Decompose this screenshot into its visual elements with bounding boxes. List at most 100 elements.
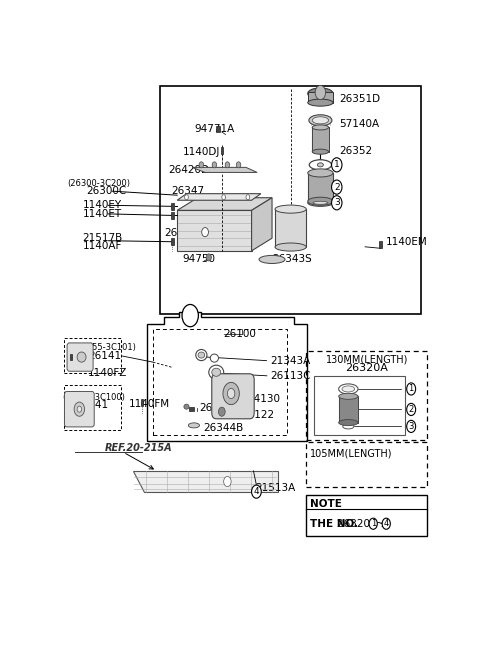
Text: 26141: 26141 [75, 400, 108, 410]
Polygon shape [252, 198, 272, 251]
Circle shape [252, 485, 261, 498]
Text: 26141: 26141 [88, 351, 121, 361]
Bar [189, 407, 194, 411]
Text: 94750: 94750 [183, 254, 216, 265]
Ellipse shape [77, 406, 82, 412]
Text: 4: 4 [253, 487, 259, 496]
Bar [70, 354, 72, 360]
Bar [221, 147, 223, 154]
Circle shape [332, 196, 342, 210]
Bar [275, 209, 306, 247]
Bar [141, 399, 143, 407]
Text: 26343S: 26343S [272, 254, 312, 265]
Text: ~: ~ [375, 517, 385, 530]
Circle shape [185, 194, 188, 200]
Bar [171, 212, 174, 219]
Text: 105MM(LENGTH): 105MM(LENGTH) [310, 448, 393, 458]
Text: 26122: 26122 [241, 410, 275, 420]
Ellipse shape [339, 420, 358, 426]
FancyBboxPatch shape [64, 392, 94, 427]
Bar [379, 241, 382, 248]
Ellipse shape [308, 197, 333, 206]
Text: 1140FM: 1140FM [129, 399, 170, 409]
Circle shape [225, 162, 229, 168]
Ellipse shape [312, 117, 329, 124]
Bar [339, 396, 358, 422]
Text: 26320A :: 26320A : [337, 519, 384, 529]
Ellipse shape [196, 350, 207, 361]
Ellipse shape [209, 365, 224, 379]
FancyBboxPatch shape [212, 374, 254, 419]
Polygon shape [177, 194, 261, 200]
Ellipse shape [317, 163, 324, 167]
Text: 26113C: 26113C [270, 371, 311, 381]
Text: 1140ET: 1140ET [83, 209, 121, 219]
Polygon shape [177, 198, 272, 210]
Text: 3: 3 [408, 422, 414, 431]
Bar [314, 376, 405, 436]
Ellipse shape [309, 160, 332, 170]
Polygon shape [132, 471, 277, 492]
Circle shape [206, 254, 211, 261]
Ellipse shape [312, 149, 329, 154]
Circle shape [182, 304, 198, 327]
Ellipse shape [308, 199, 333, 206]
Text: 57140A: 57140A [339, 120, 379, 129]
Text: 26123: 26123 [200, 403, 233, 413]
Circle shape [224, 476, 231, 487]
Text: 1: 1 [408, 384, 414, 394]
Circle shape [212, 162, 216, 168]
Bar [160, 87, 421, 314]
Ellipse shape [212, 368, 221, 376]
Ellipse shape [312, 125, 329, 130]
Bar [64, 338, 121, 373]
Ellipse shape [308, 88, 333, 99]
Circle shape [407, 420, 416, 432]
Circle shape [382, 518, 390, 530]
Text: 14130: 14130 [248, 394, 281, 403]
Circle shape [222, 194, 226, 200]
Bar [308, 93, 333, 102]
Text: (21355-3C100): (21355-3C100) [62, 393, 125, 402]
Bar [171, 203, 174, 210]
Text: 1140EY: 1140EY [83, 200, 121, 210]
Text: REF.20-215A: REF.20-215A [105, 443, 172, 453]
Text: 26420D: 26420D [168, 165, 209, 175]
Circle shape [202, 227, 208, 237]
Circle shape [332, 180, 342, 194]
Ellipse shape [275, 243, 306, 251]
Text: (21355-3C101): (21355-3C101) [73, 344, 136, 352]
Circle shape [246, 194, 250, 200]
Bar [308, 173, 333, 201]
Ellipse shape [342, 386, 355, 392]
Bar [153, 329, 287, 436]
Text: 26352: 26352 [339, 146, 372, 156]
Text: 1140EM: 1140EM [385, 237, 427, 247]
Text: 1: 1 [334, 160, 340, 170]
Bar [177, 210, 252, 251]
Ellipse shape [308, 99, 333, 106]
Bar [171, 238, 174, 245]
Circle shape [218, 407, 225, 417]
FancyBboxPatch shape [67, 343, 93, 371]
Ellipse shape [259, 256, 285, 263]
Text: 1140DJ: 1140DJ [183, 147, 220, 157]
Circle shape [223, 382, 240, 405]
Ellipse shape [339, 384, 358, 394]
Text: 94771A: 94771A [194, 124, 234, 135]
Ellipse shape [343, 424, 354, 429]
Ellipse shape [309, 115, 332, 126]
Text: 2: 2 [334, 183, 339, 192]
Text: 26345B: 26345B [164, 228, 204, 238]
Ellipse shape [308, 169, 333, 177]
Ellipse shape [198, 352, 204, 358]
Ellipse shape [339, 394, 358, 399]
Text: 21513A: 21513A [255, 483, 296, 493]
Bar [306, 495, 427, 536]
Text: 4: 4 [384, 519, 389, 528]
Text: 1140AF: 1140AF [83, 240, 122, 251]
Text: 26351D: 26351D [339, 94, 380, 104]
Text: 26300C: 26300C [86, 186, 126, 196]
Text: 1140FZ: 1140FZ [88, 369, 127, 378]
Ellipse shape [318, 159, 323, 162]
